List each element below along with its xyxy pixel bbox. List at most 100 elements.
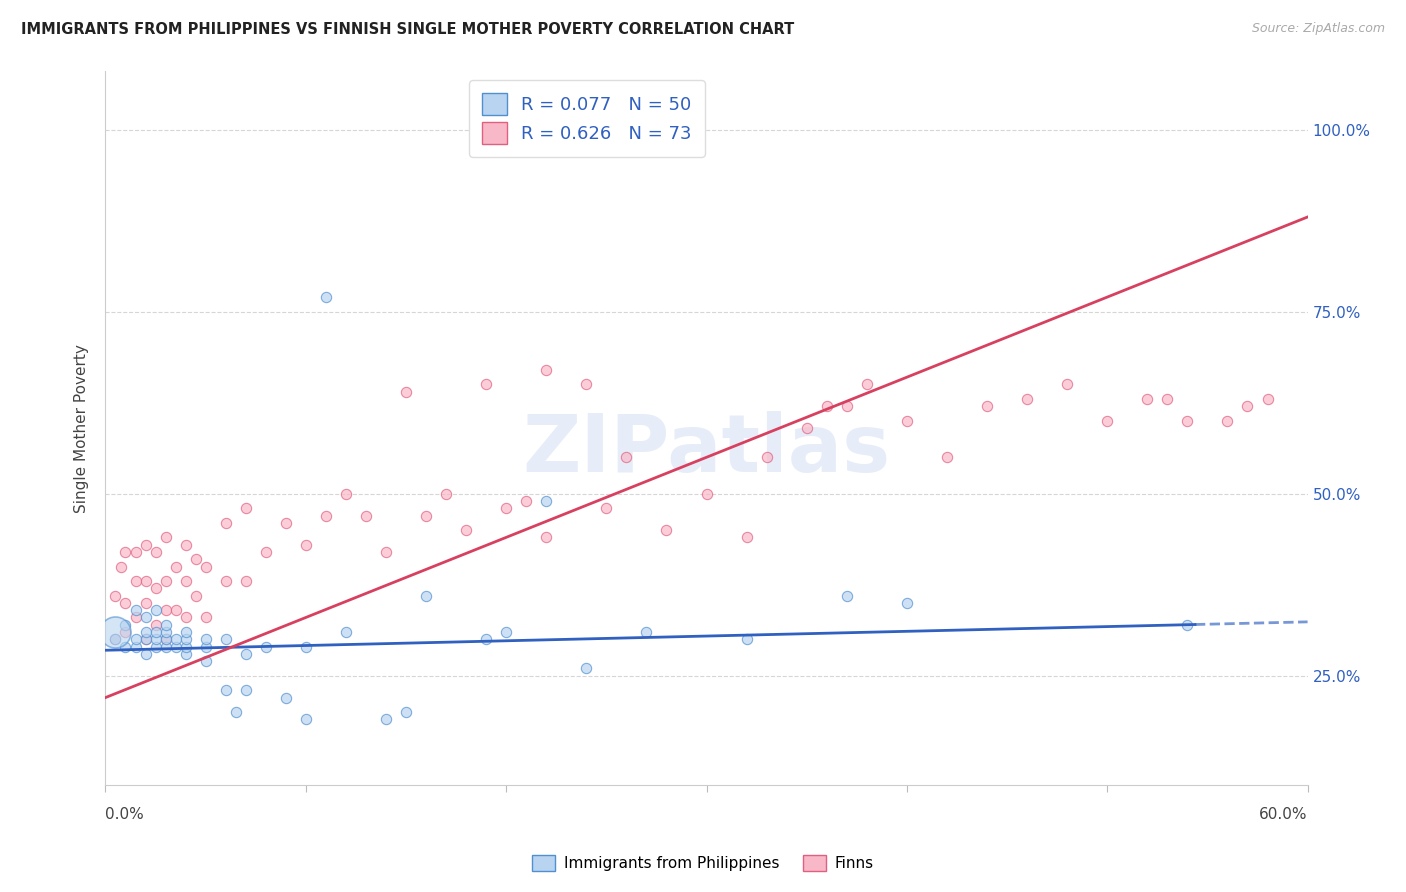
Point xyxy=(616,450,638,465)
Point xyxy=(415,589,437,603)
Point xyxy=(114,617,136,632)
Point xyxy=(495,501,517,516)
Point xyxy=(184,589,207,603)
Point xyxy=(114,625,136,640)
Y-axis label: Single Mother Poverty: Single Mother Poverty xyxy=(75,343,90,513)
Point xyxy=(155,632,177,647)
Point xyxy=(155,603,177,617)
Point xyxy=(110,559,132,574)
Point xyxy=(295,538,318,552)
Point xyxy=(335,625,357,640)
Point xyxy=(165,603,187,617)
Point xyxy=(475,632,498,647)
Point xyxy=(254,640,277,654)
Point xyxy=(124,603,146,617)
Point xyxy=(145,640,167,654)
Point xyxy=(475,377,498,392)
Point xyxy=(174,640,197,654)
Point xyxy=(1177,617,1199,632)
Point xyxy=(835,589,858,603)
Text: ZIPatlas: ZIPatlas xyxy=(523,410,890,489)
Point xyxy=(1257,392,1279,406)
Point xyxy=(534,363,557,377)
Point xyxy=(575,661,598,675)
Point xyxy=(155,640,177,654)
Legend: Immigrants from Philippines, Finns: Immigrants from Philippines, Finns xyxy=(526,849,880,877)
Point xyxy=(135,596,157,610)
Text: 0.0%: 0.0% xyxy=(105,807,145,822)
Point xyxy=(165,559,187,574)
Point xyxy=(165,640,187,654)
Point xyxy=(235,647,257,661)
Point xyxy=(735,632,758,647)
Point xyxy=(135,574,157,588)
Point xyxy=(155,574,177,588)
Point xyxy=(194,559,217,574)
Text: IMMIGRANTS FROM PHILIPPINES VS FINNISH SINGLE MOTHER POVERTY CORRELATION CHART: IMMIGRANTS FROM PHILIPPINES VS FINNISH S… xyxy=(21,22,794,37)
Point xyxy=(1156,392,1178,406)
Point xyxy=(145,545,167,559)
Point xyxy=(454,523,477,537)
Point xyxy=(124,574,146,588)
Point xyxy=(135,538,157,552)
Point xyxy=(896,414,918,428)
Point xyxy=(214,632,236,647)
Point xyxy=(595,501,617,516)
Point xyxy=(1056,377,1078,392)
Point xyxy=(214,516,236,530)
Point xyxy=(534,530,557,544)
Point xyxy=(104,632,127,647)
Point xyxy=(395,384,418,399)
Point xyxy=(235,501,257,516)
Point xyxy=(135,647,157,661)
Point xyxy=(174,538,197,552)
Point xyxy=(104,632,127,647)
Point xyxy=(815,400,838,414)
Point xyxy=(145,625,167,640)
Point xyxy=(114,545,136,559)
Point xyxy=(184,552,207,566)
Point xyxy=(295,640,318,654)
Point xyxy=(194,640,217,654)
Point xyxy=(194,654,217,668)
Point xyxy=(114,640,136,654)
Point xyxy=(124,610,146,624)
Point xyxy=(174,647,197,661)
Point xyxy=(135,632,157,647)
Point xyxy=(335,486,357,500)
Point xyxy=(174,610,197,624)
Point xyxy=(145,582,167,596)
Point xyxy=(1017,392,1039,406)
Text: 60.0%: 60.0% xyxy=(1260,807,1308,822)
Point xyxy=(114,596,136,610)
Point xyxy=(1216,414,1239,428)
Point xyxy=(124,632,146,647)
Point xyxy=(354,508,377,523)
Point xyxy=(395,705,418,719)
Point xyxy=(194,632,217,647)
Point xyxy=(155,625,177,640)
Point xyxy=(295,713,318,727)
Point xyxy=(155,632,177,647)
Point xyxy=(855,377,877,392)
Point xyxy=(135,610,157,624)
Text: Source: ZipAtlas.com: Source: ZipAtlas.com xyxy=(1251,22,1385,36)
Point xyxy=(155,617,177,632)
Point xyxy=(374,713,398,727)
Point xyxy=(104,589,127,603)
Point xyxy=(575,377,598,392)
Point xyxy=(1236,400,1258,414)
Point xyxy=(315,508,337,523)
Point xyxy=(235,683,257,698)
Point xyxy=(174,574,197,588)
Point xyxy=(976,400,998,414)
Point xyxy=(415,508,437,523)
Point xyxy=(374,545,398,559)
Point xyxy=(124,640,146,654)
Point xyxy=(515,494,537,508)
Point xyxy=(214,574,236,588)
Point xyxy=(896,596,918,610)
Point xyxy=(1136,392,1159,406)
Point xyxy=(274,516,297,530)
Point xyxy=(636,122,658,136)
